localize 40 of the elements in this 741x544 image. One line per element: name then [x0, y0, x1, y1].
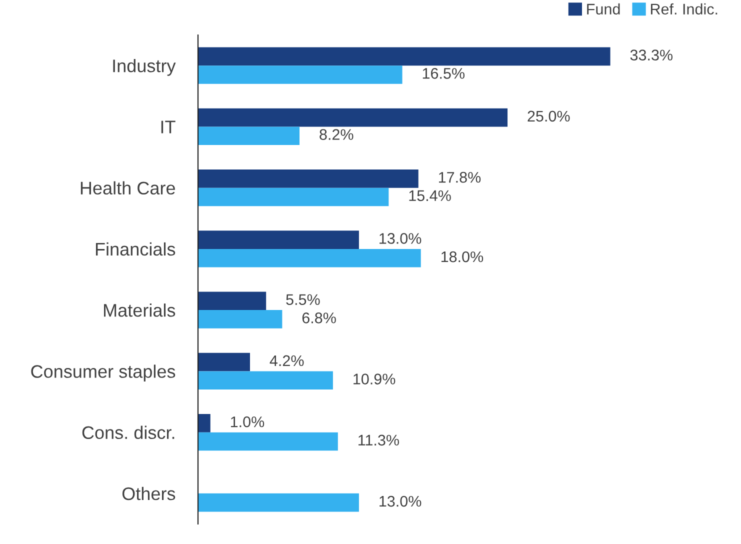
y-tick-label: Financials: [96, 242, 176, 256]
bar: [198, 108, 508, 127]
data-label: 10.9%: [354, 374, 396, 384]
data-label: 1.0%: [230, 416, 264, 428]
bar: [198, 414, 210, 432]
data-label: 15.4%: [409, 190, 451, 202]
data-label: 6.8%: [302, 312, 336, 324]
data-label: 4.2%: [270, 355, 304, 366]
y-tick-label: Others: [122, 486, 176, 500]
y-tick-label: Materials: [104, 304, 176, 317]
bar: [198, 352, 250, 372]
data-label: 18.0%: [441, 251, 484, 262]
data-label: 17.8%: [438, 172, 481, 183]
legend-label: Ref. Indic.: [650, 3, 718, 15]
bar: [198, 371, 333, 390]
bar: [198, 126, 300, 146]
bar: [198, 169, 418, 188]
data-label: 25.0%: [528, 110, 570, 122]
y-tick-label: Industry: [113, 59, 176, 76]
data-label: 5.5%: [286, 294, 320, 305]
bar: [198, 292, 266, 310]
bar: [198, 188, 389, 206]
legend-label: Fund: [587, 3, 620, 15]
y-tick-label: Cons. discr.: [82, 426, 174, 440]
y-tick-label: Health Care: [80, 181, 175, 195]
data-label: 13.0%: [380, 233, 422, 244]
data-label: 8.2%: [320, 129, 354, 140]
bar: [198, 432, 338, 451]
bar: [198, 310, 282, 328]
bar: [198, 248, 421, 268]
bar: [198, 47, 610, 66]
data-label: 11.3%: [358, 434, 399, 446]
y-tick-label: IT: [161, 120, 176, 134]
data-label: 13.0%: [380, 496, 422, 507]
bar: [198, 493, 359, 512]
data-label: 33.3%: [630, 50, 673, 60]
bar: [198, 66, 402, 84]
bar: [198, 230, 359, 249]
data-label: 16.5%: [422, 68, 465, 79]
y-tick-label: Consumer staples: [31, 364, 176, 382]
